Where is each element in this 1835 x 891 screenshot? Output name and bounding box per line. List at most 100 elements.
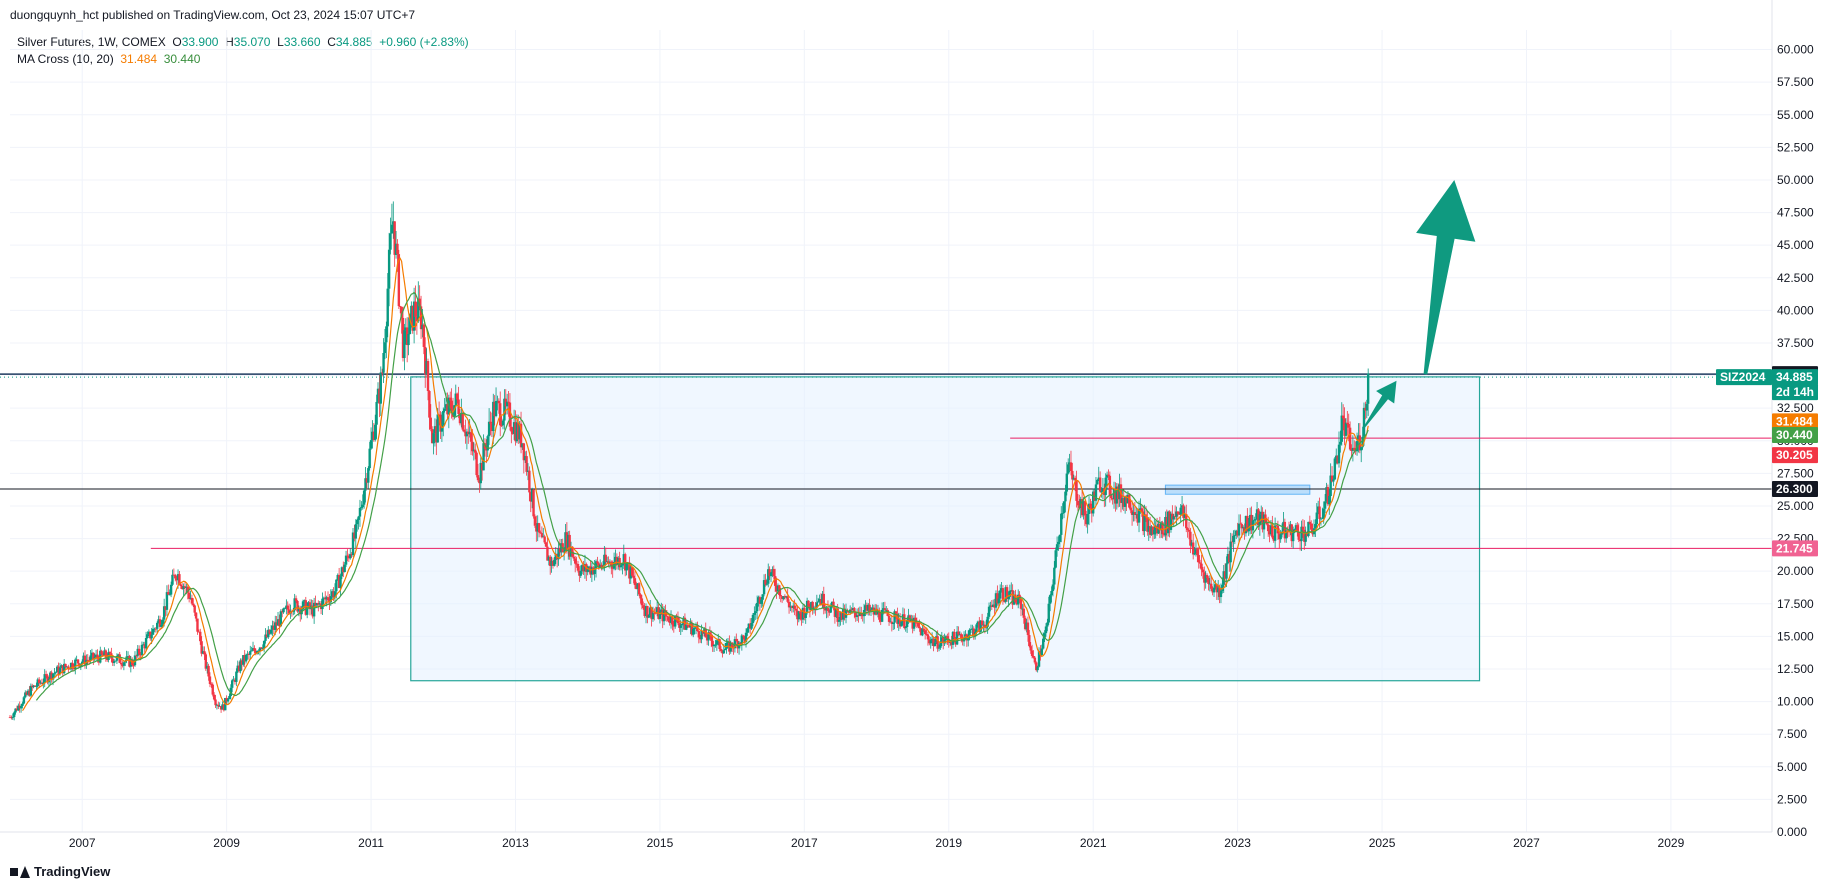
candle-body (176, 574, 180, 581)
candle-body (1247, 526, 1250, 532)
candle-body (897, 620, 900, 624)
candle-body (1125, 496, 1128, 504)
candle-body (1172, 516, 1175, 520)
candle-body (383, 342, 387, 354)
candle-body (89, 655, 92, 661)
candle-body (32, 685, 35, 688)
candle-body (1314, 524, 1317, 529)
candle-body (54, 672, 58, 673)
candle-body (82, 655, 85, 662)
badge-pink-lower-bg (1772, 540, 1818, 557)
candle-body (1048, 595, 1052, 604)
legend-symbol-row[interactable]: Silver Futures, 1W, COMEX O33.900 H35.07… (17, 34, 469, 51)
candle-body (932, 638, 935, 646)
legend-high: 35.070 (233, 35, 271, 49)
candle-body (1348, 427, 1352, 450)
candle-body (579, 571, 582, 576)
candle-body (496, 400, 499, 402)
candle-body (660, 609, 663, 612)
candle-body (840, 611, 844, 620)
candle-body (1278, 533, 1281, 540)
candle-body (669, 616, 673, 623)
candle-body (743, 636, 746, 642)
candle-body (798, 611, 802, 614)
candle-body (279, 611, 282, 627)
candle-body (183, 586, 187, 588)
candle-body (165, 592, 169, 610)
candle-body (1146, 517, 1149, 532)
y-tick-label: 47.500 (1777, 206, 1814, 220)
candle-body (1004, 587, 1007, 602)
candle-body (508, 402, 512, 427)
candle-body (397, 254, 401, 307)
candle-body (75, 659, 78, 661)
candle-body (182, 586, 185, 589)
candle-body (1076, 500, 1080, 506)
candle-body (911, 618, 914, 629)
candle-body (355, 519, 359, 525)
candle-body (111, 658, 114, 664)
candle-body (1073, 477, 1077, 481)
candle-body (1064, 491, 1067, 502)
candle-body (514, 422, 517, 442)
y-tick-label: 32.500 (1777, 401, 1814, 415)
candle-body (1019, 598, 1023, 609)
candle-body (44, 674, 48, 676)
candle-body (630, 567, 634, 576)
candle-body (1023, 617, 1027, 630)
candle-body (705, 637, 709, 641)
trend-arrow-small[interactable] (1363, 380, 1397, 429)
candle-body (937, 647, 941, 649)
candle-body (1308, 521, 1312, 524)
candle-body (1328, 496, 1331, 505)
breakout-box[interactable] (1164, 484, 1311, 495)
candle-body (1321, 518, 1324, 520)
candle-body (76, 659, 80, 664)
candle-body (217, 704, 220, 707)
badge-countdown: 2d 14h (1776, 385, 1814, 399)
badge-symbol: SIZ2024 (1720, 370, 1766, 384)
candle-body (668, 620, 671, 623)
candle-body (299, 607, 302, 615)
candle-body (1158, 523, 1162, 531)
candle-body (469, 432, 473, 442)
candle-body (779, 595, 782, 597)
candle-body (1190, 542, 1193, 546)
legend-ma-row[interactable]: MA Cross (10, 20) 31.484 30.440 (17, 51, 469, 68)
tradingview-brand: TradingView (34, 864, 111, 879)
candle-body (1105, 474, 1109, 478)
candle-body (385, 326, 388, 343)
candle-body (254, 650, 258, 654)
candle-body (1204, 575, 1207, 583)
candle-body (568, 534, 571, 557)
candle-body (524, 456, 527, 461)
candle-body (836, 608, 839, 622)
candle-body (567, 534, 570, 551)
candle-body (480, 462, 484, 471)
trend-arrow-large[interactable] (1416, 180, 1476, 375)
candle-body (693, 627, 696, 629)
candle-body (1351, 447, 1355, 451)
candle-body (106, 657, 109, 660)
candle-body (787, 601, 791, 608)
candle-body (712, 644, 716, 647)
tradingview-logo[interactable]: TradingView (10, 864, 110, 879)
candle-body (1336, 455, 1339, 464)
candle-body (1215, 584, 1218, 593)
candle-body (1010, 590, 1013, 591)
candle-body (1365, 403, 1368, 411)
candle-body (1332, 479, 1335, 482)
candle-body (262, 640, 266, 649)
candle-body (918, 626, 921, 629)
candle-body (867, 604, 870, 611)
candle-body (1094, 484, 1098, 501)
candle-body (29, 685, 33, 696)
y-tick-label: 50.000 (1777, 173, 1814, 187)
candle-body (211, 684, 214, 695)
candle-body (1333, 458, 1337, 480)
candle-body (1008, 590, 1012, 597)
candle-body (160, 624, 163, 627)
candle-body (885, 609, 888, 611)
y-tick-label: 55.000 (1777, 108, 1814, 122)
